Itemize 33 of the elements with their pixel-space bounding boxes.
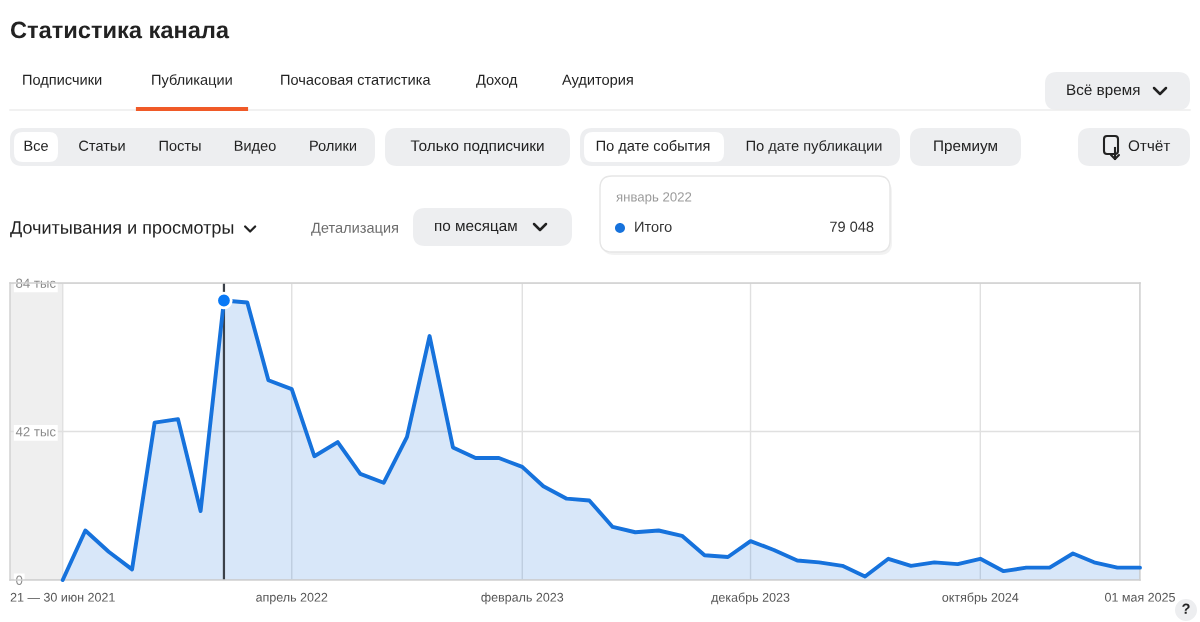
text: Почасовая статистика	[281, 74, 431, 85]
chart-title: Статистика канала	[10, 21, 230, 39]
text: По дате события	[596, 140, 710, 154]
x-tick-label: февраль 2023	[481, 592, 564, 605]
text: Видео	[234, 140, 276, 154]
x-tick-label: апрель 2022	[256, 592, 328, 605]
text: январь 2022	[616, 192, 692, 205]
text: ?	[1182, 603, 1190, 614]
legend-label: Итого	[635, 221, 672, 232]
text: Отчёт	[1128, 140, 1171, 152]
text: Публикации	[152, 74, 232, 88]
x-tick-label: декабрь 2023	[711, 592, 790, 605]
x-tick-label: 21 — 30 июн 2021	[10, 592, 115, 602]
chart-subtitle: Дочитывания и просмотры	[10, 221, 234, 238]
text: Только подписчики	[410, 140, 544, 154]
y-tick-label: 84 тыс	[16, 278, 56, 288]
y-tick-label: 0	[16, 575, 23, 585]
text: Премиум	[934, 140, 997, 155]
y-tick-label: 42 тыс	[15, 427, 56, 437]
text: По дате публикации	[746, 140, 882, 154]
x-tick-label: 01 мая 2025	[1105, 592, 1175, 602]
x-tick-label: октябрь 2024	[942, 592, 1019, 605]
text: Все	[24, 140, 48, 151]
text: Детализация	[311, 222, 398, 236]
text: Статьи	[79, 140, 125, 151]
text: Аудитория	[562, 74, 633, 88]
text: Ролики	[310, 140, 357, 151]
text: по месяцам	[435, 222, 517, 234]
text: Доход	[476, 74, 518, 88]
text: Посты	[159, 140, 201, 151]
text: 79 048	[830, 221, 874, 232]
text: Подписчики	[23, 74, 102, 88]
text: Всё время	[1067, 84, 1140, 99]
